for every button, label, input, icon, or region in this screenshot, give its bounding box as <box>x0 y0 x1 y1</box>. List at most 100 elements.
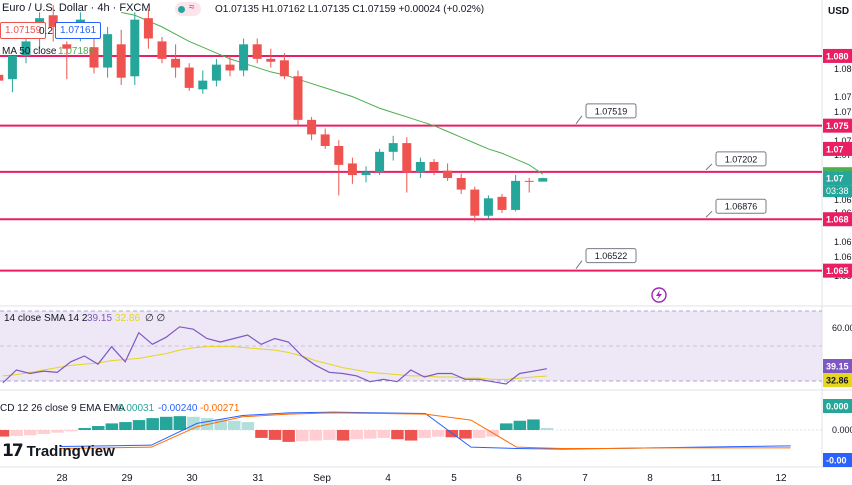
macd-histogram-bar <box>432 430 445 437</box>
symbol-title[interactable]: Euro / U.S. Dollar · 4h · FXCM <box>2 2 151 14</box>
indicator-badge <box>823 373 852 387</box>
rsi-legend-ma: 32.86 <box>115 313 141 324</box>
price-badge-label: 1.080 <box>826 51 849 61</box>
callout-pointer <box>575 115 583 125</box>
candle-body <box>402 143 412 173</box>
price-badge-label: 1.07 <box>826 174 844 184</box>
macd-histogram-bar <box>323 430 336 440</box>
macd-histogram-bar <box>268 430 282 440</box>
candle-body <box>130 19 140 77</box>
macd-histogram-bar <box>24 430 37 436</box>
candle-body <box>239 44 249 71</box>
callout-pointer <box>575 260 583 269</box>
price-badge-label: 1.075 <box>826 121 849 131</box>
callout-label: 1.07202 <box>725 154 758 164</box>
macd-histogram-bar <box>472 430 486 438</box>
time-tick-label: 5 <box>451 473 457 484</box>
candle-body <box>157 41 167 59</box>
time-tick-label: 29 <box>121 473 133 484</box>
macd-histogram-bar <box>214 419 227 430</box>
macd-histogram-bar <box>10 430 23 436</box>
candle-body <box>184 67 194 88</box>
candle-body <box>211 64 221 81</box>
candle-body <box>307 119 317 135</box>
candle-body <box>524 180 534 182</box>
macd-histogram-bar <box>92 426 105 430</box>
macd-histogram-bar <box>418 430 431 438</box>
rsi-legend-extra: ∅ ∅ <box>145 313 166 324</box>
time-tick-label: 30 <box>186 473 198 484</box>
time-tick-label: 28 <box>56 473 68 484</box>
candle-body <box>483 198 493 216</box>
price-badge <box>823 171 852 186</box>
countdown-badge <box>823 185 852 198</box>
macd-histogram-bar <box>0 430 10 437</box>
callout-box <box>585 248 637 264</box>
candle-body <box>116 44 126 78</box>
price-tick-label: 1.080 <box>834 64 852 74</box>
macd-legend-label[interactable]: CD 12 26 close 9 EMA EMA <box>0 403 126 414</box>
candle-body <box>198 80 208 90</box>
sell-button[interactable]: 1.07159 <box>0 22 47 39</box>
macd-histogram-bar <box>404 430 418 441</box>
macd-histogram-bar <box>282 430 295 442</box>
candle-body <box>388 143 398 152</box>
candle-body <box>470 189 480 216</box>
tradingview-wordmark: TradingView <box>26 442 115 460</box>
rsi-ma-line <box>2 346 547 380</box>
ma-legend-label[interactable]: MA 50 close <box>2 46 57 57</box>
signal-line <box>59 412 791 449</box>
callout-label: 1.06876 <box>725 202 758 212</box>
wave-icon: ≈ <box>189 2 195 13</box>
candle-body <box>361 172 371 176</box>
callout-box <box>715 151 767 167</box>
macd-histogram-bar <box>132 420 146 430</box>
rsi-tick-label: 60.00 <box>832 323 852 333</box>
macd-histogram-bar <box>37 430 51 434</box>
price-badge <box>823 141 852 156</box>
time-tick-label: 6 <box>516 473 522 484</box>
macd-histogram-bar <box>64 430 78 432</box>
indicator-badge <box>823 399 852 413</box>
price-tick-label: 1.065 <box>834 252 852 262</box>
candle-body <box>7 55 17 80</box>
macd-histogram-bar <box>364 430 377 439</box>
price-badge <box>823 263 852 278</box>
market-status-icon[interactable]: ≈ <box>175 2 201 16</box>
candle-body <box>143 18 153 39</box>
price-tick-label: 1.078 <box>834 92 852 102</box>
macd-histogram-bar <box>51 430 64 433</box>
price-badge <box>823 48 852 63</box>
callout-box <box>585 103 637 119</box>
indicator-badge-label: 32.86 <box>826 376 849 386</box>
macd-legend-hist: 0.00031 <box>118 403 155 414</box>
candle-body <box>62 44 72 49</box>
callout-box <box>715 198 767 214</box>
buy-button[interactable]: 1.07161 <box>55 22 102 39</box>
candle-body <box>334 146 344 165</box>
tradingview-logo[interactable]: 17 TradingView <box>2 441 115 461</box>
macd-histogram-bar <box>459 430 472 439</box>
macd-histogram-bar <box>119 422 132 430</box>
candle-body <box>511 180 521 210</box>
candle-body <box>103 34 113 68</box>
open-dot-icon <box>178 6 185 13</box>
indicator-badge-label: -0.00 <box>826 456 847 466</box>
macd-tick-label: 0.0000 <box>832 425 852 435</box>
indicator-badge-label: 39.15 <box>826 362 849 372</box>
macd-histogram-bar <box>513 420 527 430</box>
currency-label: USD <box>828 6 850 17</box>
ma50-line <box>121 11 544 175</box>
macd-histogram-bar <box>350 430 363 440</box>
callout-pointer <box>705 163 713 171</box>
spread-label: 0.2 <box>39 26 53 37</box>
ma-legend-value: 1.07186 <box>58 46 95 57</box>
flash-icon[interactable] <box>651 287 667 303</box>
annotations-layer: 1.07519 1.07202 1.06876 1.06522 <box>575 103 767 269</box>
macd-histogram-bar <box>78 428 91 430</box>
candle-body <box>0 74 4 81</box>
indicator-badge-label: 0.000 <box>826 402 849 412</box>
rsi-legend-label[interactable]: 14 close SMA 14 2 <box>4 313 88 324</box>
candle-body <box>497 196 507 210</box>
